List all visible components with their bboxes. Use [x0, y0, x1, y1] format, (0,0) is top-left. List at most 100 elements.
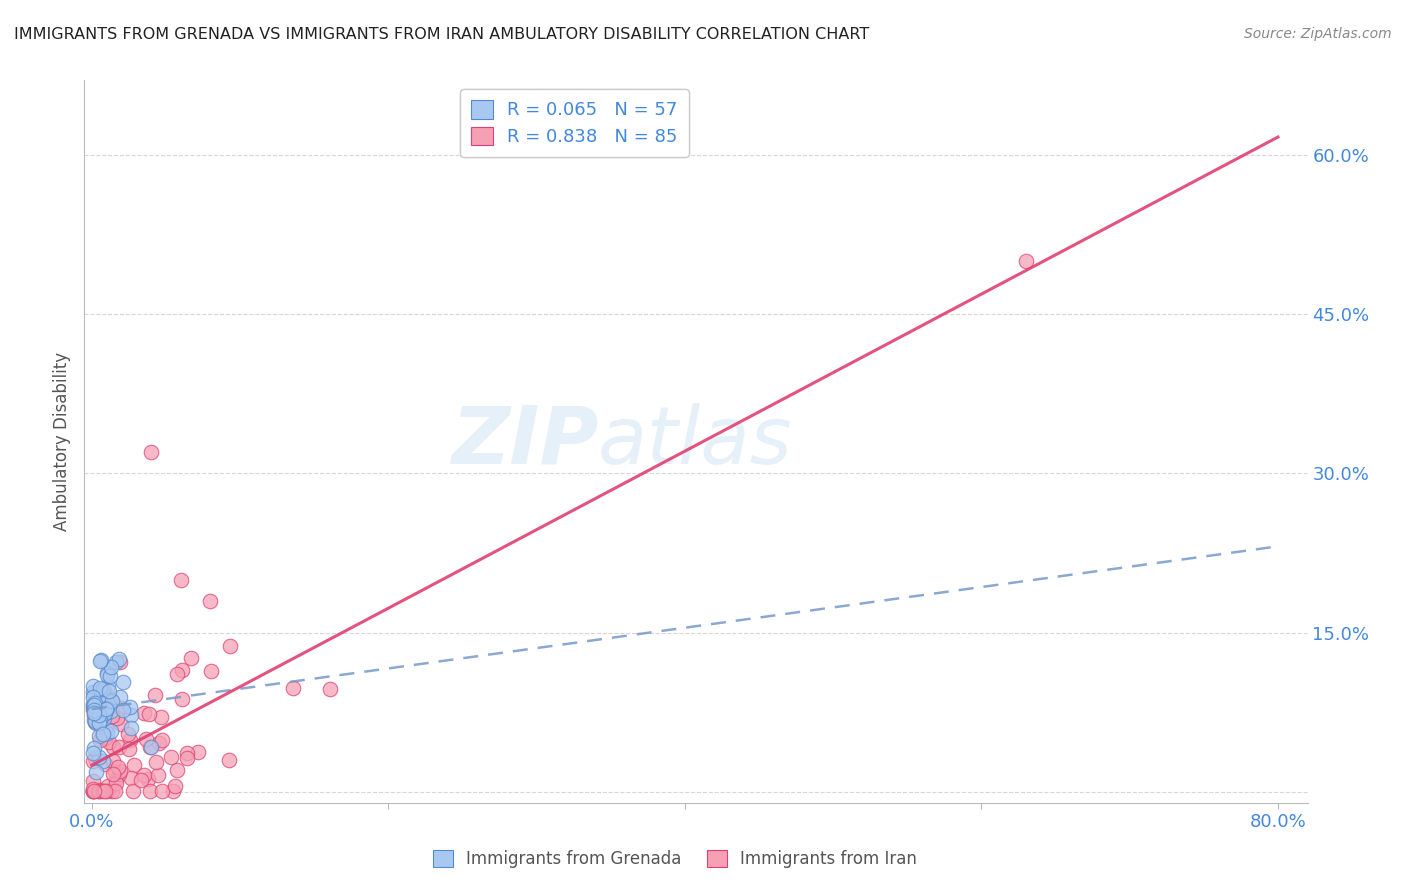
Point — [139, 739, 162, 754]
Point — [90, 653, 112, 667]
Point — [180, 650, 202, 665]
Point — [150, 784, 173, 798]
Point — [91, 727, 114, 741]
Point — [84, 716, 107, 731]
Point — [82, 784, 104, 798]
Point — [165, 779, 187, 793]
Point — [170, 573, 193, 587]
Point — [100, 704, 122, 718]
Point — [117, 727, 139, 741]
Point — [90, 728, 112, 742]
Point — [96, 666, 118, 681]
Point — [160, 750, 183, 764]
Point — [120, 708, 142, 723]
Point — [150, 733, 173, 747]
Point — [100, 693, 122, 707]
Point — [148, 736, 170, 750]
Point — [83, 703, 105, 717]
Point — [91, 681, 114, 696]
Point — [87, 784, 110, 798]
Point — [82, 697, 104, 711]
Point — [111, 704, 134, 718]
Point — [91, 754, 114, 768]
Point — [96, 784, 118, 798]
Point — [145, 756, 167, 770]
Point — [122, 758, 145, 772]
Point — [187, 745, 209, 759]
Point — [219, 639, 242, 653]
Point — [105, 655, 128, 669]
Point — [82, 690, 104, 705]
Point — [82, 774, 104, 789]
Point — [96, 726, 118, 740]
Point — [218, 753, 240, 767]
Point — [83, 741, 105, 756]
Point — [83, 706, 105, 721]
Point — [82, 784, 104, 798]
Legend: Immigrants from Grenada, Immigrants from Iran: Immigrants from Grenada, Immigrants from… — [426, 843, 924, 875]
Point — [134, 768, 156, 782]
Point — [146, 768, 169, 782]
Point — [108, 764, 131, 779]
Point — [89, 713, 111, 727]
Point — [139, 445, 162, 459]
Point — [120, 721, 142, 735]
Point — [101, 694, 124, 708]
Point — [89, 716, 111, 731]
Point — [98, 683, 121, 698]
Point — [93, 707, 115, 722]
Point — [101, 784, 124, 798]
Point — [94, 731, 117, 745]
Point — [83, 713, 105, 727]
Point — [101, 767, 124, 781]
Point — [1015, 254, 1038, 268]
Point — [131, 773, 153, 788]
Point — [135, 731, 157, 746]
Point — [97, 780, 120, 794]
Point — [98, 669, 121, 683]
Point — [139, 740, 162, 755]
Point — [89, 685, 111, 699]
Point — [107, 651, 129, 665]
Point — [97, 679, 120, 693]
Point — [83, 784, 105, 798]
Point — [82, 699, 104, 714]
Point — [89, 733, 111, 747]
Point — [105, 711, 128, 725]
Point — [110, 717, 132, 731]
Point — [93, 689, 115, 703]
Point — [108, 739, 131, 754]
Point — [104, 764, 127, 778]
Point — [84, 765, 107, 780]
Point — [107, 767, 129, 781]
Point — [176, 746, 198, 760]
Point — [84, 715, 107, 730]
Point — [120, 771, 142, 785]
Point — [283, 681, 305, 695]
Point — [101, 709, 124, 723]
Point — [108, 690, 131, 705]
Point — [89, 708, 111, 723]
Point — [166, 763, 188, 777]
Point — [108, 655, 131, 669]
Point — [96, 702, 118, 716]
Point — [162, 784, 184, 798]
Point — [82, 754, 104, 768]
Point — [122, 784, 145, 798]
Point — [83, 696, 105, 710]
Point — [101, 754, 124, 768]
Point — [319, 681, 342, 696]
Point — [100, 724, 122, 739]
Point — [89, 783, 111, 797]
Point — [89, 654, 111, 668]
Point — [166, 667, 188, 681]
Point — [134, 706, 156, 720]
Point — [170, 691, 193, 706]
Point — [104, 772, 127, 786]
Point — [96, 668, 118, 682]
Text: Source: ZipAtlas.com: Source: ZipAtlas.com — [1244, 27, 1392, 41]
Point — [89, 681, 111, 696]
Point — [97, 694, 120, 708]
Point — [100, 660, 122, 674]
Point — [86, 700, 108, 714]
